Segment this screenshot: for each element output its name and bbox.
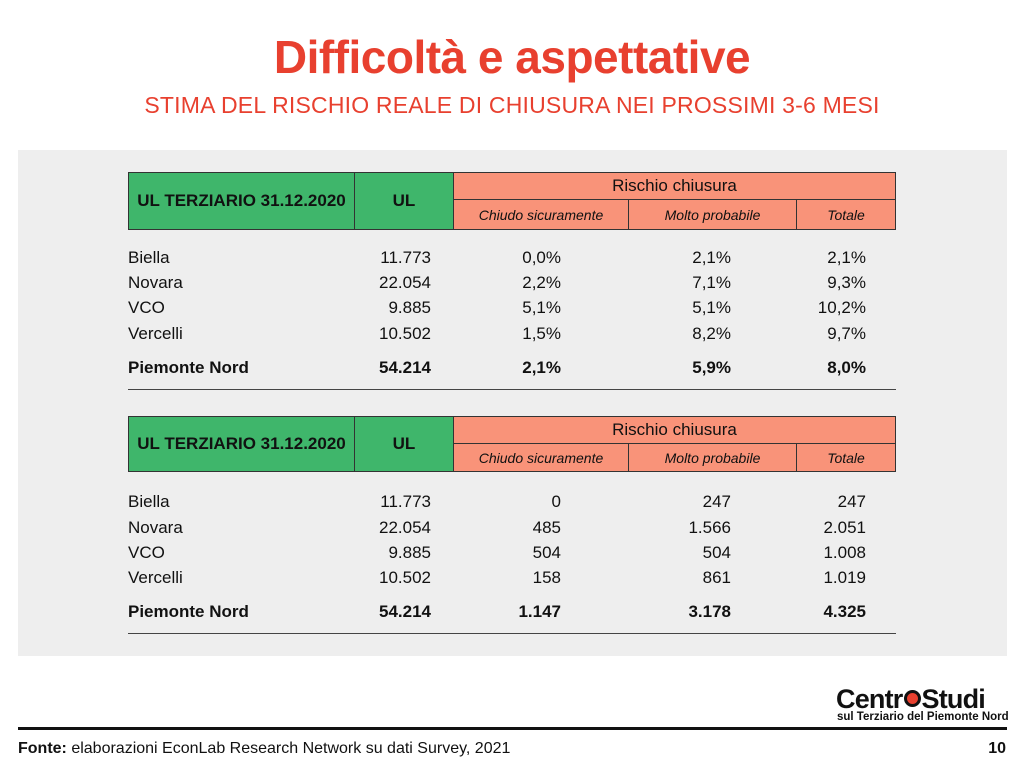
table-row: Vercelli 10.502 1,5% 8,2% 9,7% <box>128 324 896 348</box>
header-rischio-chiusura: Rischio chiusura <box>453 172 896 200</box>
page-subtitle: STIMA DEL RISCHIO REALE DI CHIUSURA NEI … <box>144 92 880 118</box>
header-ul: UL <box>354 416 454 472</box>
row-name: Biella <box>128 492 170 511</box>
row-name: VCO <box>128 298 165 317</box>
total-molto: 3.178 <box>688 602 731 621</box>
source-label: Fonte: <box>18 740 67 757</box>
row-totale: 247 <box>837 492 866 511</box>
row-ul: 22.054 <box>379 273 431 292</box>
header-molto-probabile: Molto probabile <box>628 199 797 230</box>
row-ul: 10.502 <box>379 568 431 587</box>
row-chiudo: 0 <box>551 492 561 511</box>
row-molto: 1.566 <box>688 518 731 537</box>
row-molto: 8,2% <box>692 324 731 343</box>
total-molto: 5,9% <box>692 358 731 377</box>
header-chiudo-sicuramente: Chiudo sicuramente <box>453 199 629 230</box>
table-row: Novara 22.054 2,2% 7,1% 9,3% <box>128 273 896 297</box>
risk-percentage-table: UL TERZIARIO 31.12.2020 UL Rischio chius… <box>128 172 896 390</box>
row-chiudo: 158 <box>532 568 561 587</box>
table-row: Biella 11.773 0 247 247 <box>128 492 896 516</box>
row-name: Vercelli <box>128 568 183 587</box>
row-ul: 10.502 <box>379 324 431 343</box>
source-text: elaborazioni EconLab Research Network su… <box>66 740 511 757</box>
header-totale: Totale <box>796 199 896 230</box>
table-row: VCO 9.885 5,1% 5,1% 10,2% <box>128 298 896 322</box>
total-totale: 4.325 <box>823 602 866 621</box>
header-ul-terziario: UL TERZIARIO 31.12.2020 <box>128 416 355 472</box>
page-title: Difficoltà e aspettative <box>273 31 751 83</box>
table-row: Biella 11.773 0,0% 2,1% 2,1% <box>128 248 896 272</box>
total-name: Piemonte Nord <box>128 602 249 621</box>
row-name: Vercelli <box>128 324 183 343</box>
header-ul: UL <box>354 172 454 230</box>
row-totale: 9,7% <box>827 324 866 343</box>
total-ul: 54.214 <box>379 358 431 377</box>
header-totale: Totale <box>796 443 896 472</box>
row-totale: 1.019 <box>823 568 866 587</box>
header-chiudo-sicuramente: Chiudo sicuramente <box>453 443 629 472</box>
footer-divider <box>18 727 1007 730</box>
row-molto: 861 <box>702 568 731 587</box>
row-totale: 2,1% <box>827 248 866 267</box>
row-totale: 10,2% <box>817 298 866 317</box>
row-molto: 504 <box>702 543 731 562</box>
row-name: Novara <box>128 518 183 537</box>
row-chiudo: 504 <box>532 543 561 562</box>
total-name: Piemonte Nord <box>128 358 249 377</box>
total-totale: 8,0% <box>827 358 866 377</box>
row-chiudo: 0,0% <box>522 248 561 267</box>
row-name: VCO <box>128 543 165 562</box>
row-chiudo: 1,5% <box>522 324 561 343</box>
header-rischio-chiusura: Rischio chiusura <box>453 416 896 444</box>
row-name: Biella <box>128 248 170 267</box>
header-ul-terziario: UL TERZIARIO 31.12.2020 <box>128 172 355 230</box>
total-chiudo: 1.147 <box>518 602 561 621</box>
centrostudi-logo: Centr Studi sul Terziario del Piemonte No… <box>836 684 1009 724</box>
source-note: Fonte: elaborazioni EconLab Research Net… <box>18 740 510 758</box>
page-number: 10 <box>988 740 1006 757</box>
row-name: Novara <box>128 273 183 292</box>
row-chiudo: 485 <box>532 518 561 537</box>
row-totale: 2.051 <box>823 518 866 537</box>
row-molto: 247 <box>702 492 731 511</box>
row-chiudo: 2,2% <box>522 273 561 292</box>
row-chiudo: 5,1% <box>522 298 561 317</box>
table-row: Vercelli 10.502 158 861 1.019 <box>128 568 896 592</box>
table-row: Novara 22.054 485 1.566 2.051 <box>128 518 896 542</box>
table-total-row: Piemonte Nord 54.214 2,1% 5,9% 8,0% <box>128 358 896 382</box>
table-header: UL TERZIARIO 31.12.2020 UL Rischio chius… <box>128 172 896 230</box>
table-total-row: Piemonte Nord 54.214 1.147 3.178 4.325 <box>128 602 896 626</box>
total-ul: 54.214 <box>379 602 431 621</box>
logo-dot-icon <box>903 690 921 708</box>
row-ul: 9.885 <box>388 298 431 317</box>
logo-wordmark: Centr Studi <box>836 684 986 714</box>
risk-count-table: UL TERZIARIO 31.12.2020 UL Rischio chius… <box>128 416 896 634</box>
total-chiudo: 2,1% <box>522 358 561 377</box>
row-molto: 2,1% <box>692 248 731 267</box>
row-ul: 22.054 <box>379 518 431 537</box>
table-header: UL TERZIARIO 31.12.2020 UL Rischio chius… <box>128 416 896 474</box>
row-ul: 11.773 <box>380 492 431 511</box>
content-panel: UL TERZIARIO 31.12.2020 UL Rischio chius… <box>18 150 1007 656</box>
table-bottom-rule <box>128 389 896 390</box>
row-ul: 9.885 <box>388 543 431 562</box>
table-row: VCO 9.885 504 504 1.008 <box>128 543 896 567</box>
table-bottom-rule <box>128 633 896 634</box>
header-molto-probabile: Molto probabile <box>628 443 797 472</box>
row-totale: 1.008 <box>823 543 866 562</box>
row-totale: 9,3% <box>827 273 866 292</box>
logo-tagline: sul Terziario del Piemonte Nord <box>837 711 1009 723</box>
row-molto: 7,1% <box>692 273 731 292</box>
row-ul: 11.773 <box>380 248 431 267</box>
row-molto: 5,1% <box>692 298 731 317</box>
